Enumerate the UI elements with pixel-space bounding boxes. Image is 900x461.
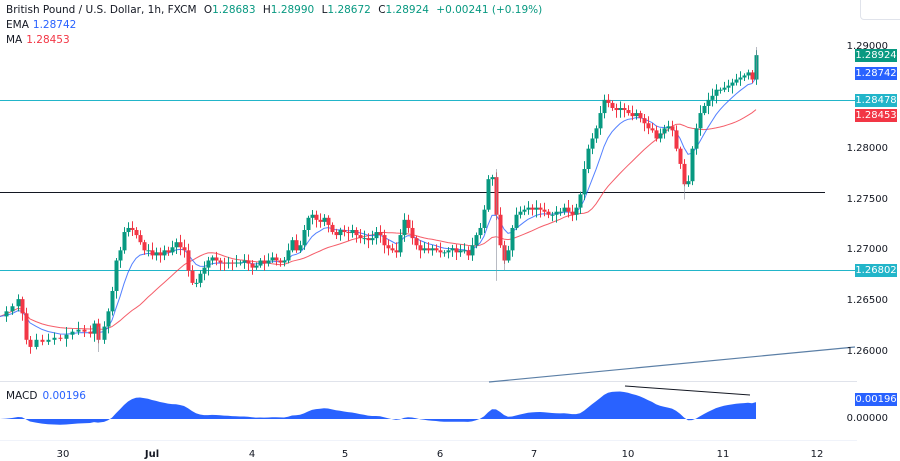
ema-line [0, 77, 757, 335]
time-tick: Jul [144, 449, 160, 460]
price-tick: 1.26000 [846, 346, 888, 357]
time-tick: 7 [530, 449, 538, 460]
price-tick: 1.29000 [846, 41, 888, 52]
ema-value: 1.28742 [32, 19, 77, 31]
price-tag: 1.28478 [855, 94, 897, 107]
macd-legend[interactable]: MACD 0.00196 [6, 390, 86, 402]
time-tick: 5 [341, 449, 349, 460]
trendline[interactable] [488, 346, 856, 383]
change-value: +0.00241 (+0.19%) [436, 4, 543, 16]
ma-value: 1.28453 [26, 34, 70, 46]
close-value: 1.28924 [385, 4, 429, 16]
price-tag: 1.28453 [855, 109, 897, 122]
toolbar-corner[interactable] [860, 0, 900, 20]
price-tag: 1.28742 [855, 67, 897, 80]
open-value: 1.28683 [212, 4, 256, 16]
horizontal-levels[interactable] [0, 100, 855, 271]
price-tick: 1.26500 [846, 295, 888, 307]
low-value: 1.28672 [327, 4, 371, 16]
candles [4, 47, 759, 354]
time-tick: 4 [248, 449, 256, 460]
high-value: 1.28990 [270, 4, 315, 16]
price-tick: 1.28000 [846, 142, 888, 154]
price-tick: 1.27000 [846, 244, 888, 256]
time-tick: 6 [436, 449, 444, 460]
legend-ema-row[interactable]: EMA 1.28742 [6, 19, 77, 31]
price-tick: 1.27500 [846, 193, 888, 205]
macd-area [0, 385, 756, 425]
time-tick: 10 [621, 449, 635, 460]
time-tick: 30 [56, 449, 70, 460]
price-tag: 1.26802 [855, 263, 897, 277]
time-tick: 11 [716, 449, 730, 460]
separators [0, 381, 857, 441]
time-tick: 12 [810, 449, 824, 460]
legend-ma-row[interactable]: MA 1.28453 [6, 34, 70, 46]
macd-value: 0.00196 [42, 390, 86, 402]
macd-value-tag: 0.00196 [855, 393, 897, 406]
price-tag: 1.28924 [855, 49, 897, 62]
legend-symbol-row: British Pound / U.S. Dollar, 1h, FXCM O1… [6, 4, 543, 16]
ma-line [0, 109, 757, 330]
chart-legend: British Pound / U.S. Dollar, 1h, FXCM O1… [6, 3, 542, 48]
symbol-title: British Pound / U.S. Dollar, 1h, FXCM [6, 4, 197, 16]
macd-zero-label: 0.00000 [846, 413, 888, 424]
